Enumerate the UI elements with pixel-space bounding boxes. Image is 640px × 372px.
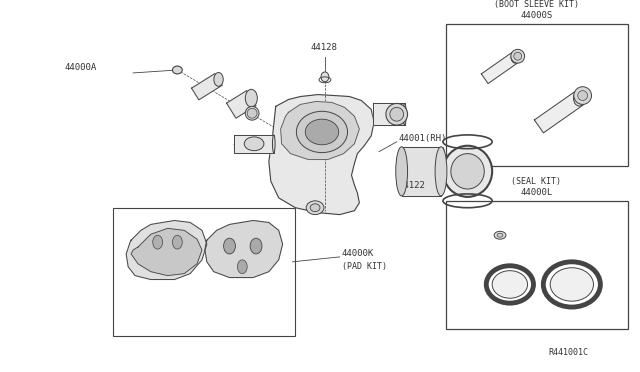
Ellipse shape (172, 235, 182, 249)
Ellipse shape (511, 49, 525, 63)
Bar (446, 24, 628, 166)
Text: 44000A: 44000A (64, 62, 97, 71)
Ellipse shape (435, 147, 447, 196)
Ellipse shape (153, 235, 163, 249)
Bar (446, 201, 628, 329)
Bar (113, 208, 296, 336)
Ellipse shape (396, 147, 408, 196)
Ellipse shape (492, 271, 527, 298)
Ellipse shape (244, 137, 264, 151)
Ellipse shape (574, 87, 591, 105)
Text: 44001(RH): 44001(RH) (399, 134, 447, 143)
Ellipse shape (497, 233, 503, 237)
Polygon shape (126, 221, 207, 279)
Polygon shape (269, 94, 374, 215)
Ellipse shape (573, 90, 585, 106)
Text: 44000S: 44000S (520, 12, 552, 20)
Ellipse shape (494, 231, 506, 239)
Polygon shape (205, 221, 283, 278)
Ellipse shape (511, 51, 520, 63)
Ellipse shape (550, 268, 593, 301)
Text: 44000L: 44000L (520, 189, 552, 198)
Ellipse shape (443, 146, 492, 197)
Ellipse shape (245, 106, 259, 120)
Ellipse shape (273, 135, 275, 153)
Ellipse shape (214, 73, 223, 86)
Ellipse shape (237, 260, 247, 274)
Polygon shape (481, 52, 519, 84)
Polygon shape (131, 228, 202, 276)
Polygon shape (234, 135, 274, 153)
Ellipse shape (250, 238, 262, 254)
Polygon shape (281, 102, 359, 160)
Text: (SEAL KIT): (SEAL KIT) (511, 177, 561, 186)
Ellipse shape (390, 108, 404, 121)
Ellipse shape (223, 238, 236, 254)
Text: 44000K: 44000K (342, 250, 374, 259)
Ellipse shape (578, 91, 588, 100)
Polygon shape (373, 103, 404, 125)
Text: +: + (141, 255, 150, 265)
Polygon shape (534, 92, 584, 133)
Ellipse shape (403, 103, 406, 125)
Ellipse shape (386, 103, 408, 125)
Ellipse shape (305, 119, 339, 145)
Text: 44128: 44128 (310, 43, 337, 52)
Ellipse shape (306, 201, 324, 215)
Ellipse shape (172, 66, 182, 74)
Ellipse shape (310, 204, 320, 212)
Text: (PAD KIT): (PAD KIT) (342, 262, 387, 271)
Text: (BOOT SLEEVE KIT): (BOOT SLEEVE KIT) (494, 0, 579, 9)
Ellipse shape (296, 111, 348, 153)
Ellipse shape (514, 52, 522, 60)
Ellipse shape (451, 154, 484, 189)
Polygon shape (227, 91, 256, 118)
Ellipse shape (321, 72, 329, 82)
Text: 44011(LH): 44011(LH) (399, 147, 447, 156)
Polygon shape (402, 147, 441, 196)
Text: R441001C: R441001C (548, 348, 588, 357)
Ellipse shape (245, 89, 257, 107)
Text: 44122: 44122 (399, 180, 426, 190)
Ellipse shape (247, 108, 257, 118)
Polygon shape (191, 74, 222, 100)
